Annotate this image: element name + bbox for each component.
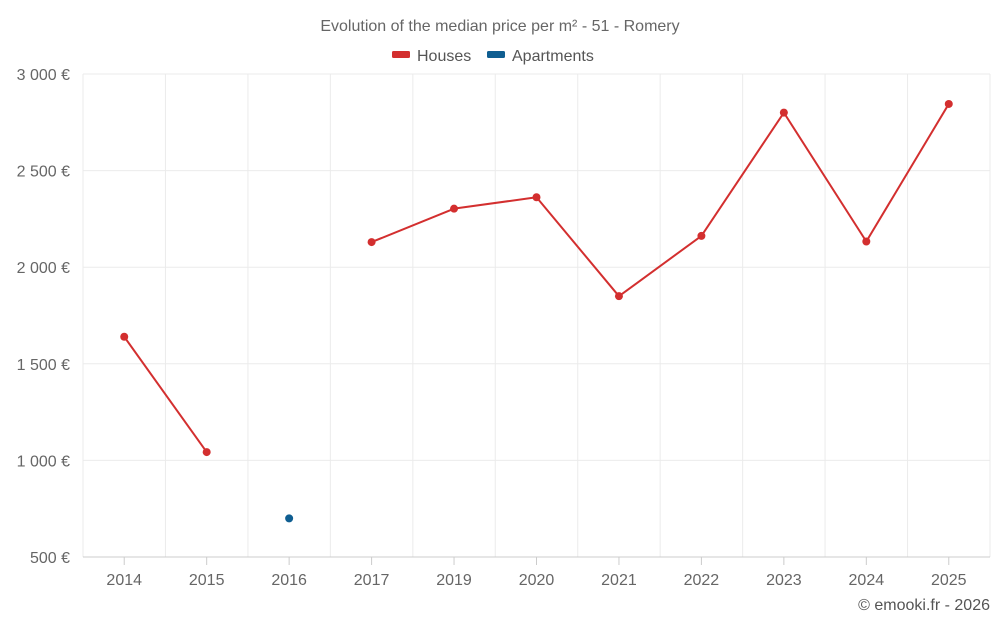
legend-swatch	[487, 51, 505, 58]
x-tick-label: 2019	[436, 572, 472, 589]
legend-label: Apartments	[512, 48, 594, 65]
x-tick-label: 2014	[106, 572, 142, 589]
data-point[interactable]	[120, 332, 129, 341]
data-point[interactable]	[202, 448, 211, 457]
series-line	[123, 336, 208, 453]
data-point[interactable]	[532, 193, 541, 202]
series	[120, 99, 953, 523]
x-tick-label: 2016	[271, 572, 307, 589]
x-tick-label: 2015	[189, 572, 225, 589]
y-tick-label: 3 000 €	[17, 67, 70, 84]
legend-item-houses[interactable]: Houses	[392, 48, 471, 65]
y-tick-label: 1 500 €	[17, 357, 70, 374]
series-houses	[120, 99, 953, 457]
x-tick-label: 2025	[931, 572, 967, 589]
y-tick-label: 500 €	[30, 550, 70, 567]
grid	[82, 73, 991, 557]
legend-item-apartments[interactable]: Apartments	[487, 48, 594, 65]
credit-text: © emooki.fr - 2026	[858, 597, 990, 614]
data-point[interactable]	[285, 514, 294, 523]
legend: Houses Apartments	[392, 48, 594, 65]
data-point[interactable]	[614, 292, 623, 301]
y-tick-label: 2 000 €	[17, 260, 70, 277]
x-tick-label: 2023	[766, 572, 802, 589]
axes: 500 € 1 000 € 1 500 € 2 000 € 2 500 € 3 000 €…	[17, 67, 990, 589]
chart-title: Evolution of the median price per m² - 5…	[320, 18, 679, 35]
x-tick-label: 2020	[519, 572, 555, 589]
x-tick-label: 2017	[354, 572, 390, 589]
data-point[interactable]	[697, 231, 706, 240]
x-tick-label: 2024	[849, 572, 885, 589]
y-tick-label: 2 500 €	[17, 164, 70, 181]
data-point[interactable]	[779, 108, 788, 117]
legend-label: Houses	[417, 48, 471, 65]
x-tick-label: 2022	[684, 572, 720, 589]
data-point[interactable]	[944, 99, 953, 108]
data-point[interactable]	[367, 238, 376, 247]
x-tick-label: 2021	[601, 572, 637, 589]
data-point[interactable]	[862, 237, 871, 246]
data-point[interactable]	[450, 204, 459, 213]
y-tick-label: 1 000 €	[17, 453, 70, 470]
series-apartments	[285, 514, 294, 523]
legend-swatch	[392, 51, 410, 58]
series-line	[371, 103, 950, 298]
